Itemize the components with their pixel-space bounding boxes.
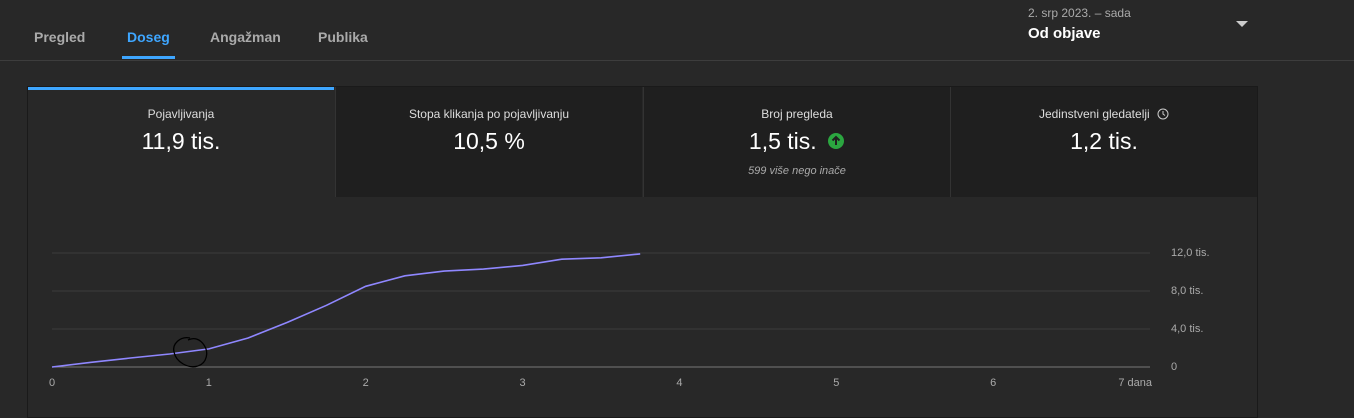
- tab[interactable]: Angažman: [210, 29, 281, 45]
- metric-card[interactable]: Pojavljivanja 11,9 tis.: [28, 87, 334, 197]
- tab[interactable]: Pregled: [34, 29, 86, 45]
- tab-bar: Pregled Doseg Angažman Publika 2. srp 20…: [0, 0, 1354, 61]
- date-period: 2. srp 2023. – sada: [1028, 6, 1131, 20]
- date-label: Od objave: [1028, 25, 1101, 42]
- metric-label: Stopa klikanja po pojavljivanju: [408, 107, 570, 121]
- metric-value: 11,9 tis.: [141, 128, 221, 154]
- metric-label: Pojavljivanja: [147, 107, 215, 121]
- metric-value: 1,5 tis.: [748, 128, 817, 154]
- dropdown-caret[interactable]: [1236, 21, 1248, 27]
- metric-label: Broj pregleda: [761, 107, 833, 121]
- tab[interactable]: Publika: [318, 29, 368, 45]
- metrics-panel: Pojavljivanja 11,9 tis. Stopa klikanja p…: [27, 86, 1258, 418]
- clock-icon: [1157, 108, 1169, 120]
- metric-card[interactable]: Broj pregleda 1,5 tis. 599 više nego ina…: [643, 87, 950, 197]
- metric-card[interactable]: Jedinstveni gledatelji 1,2 tis.: [950, 87, 1257, 197]
- metric-label-row: Jedinstveni gledatelji: [951, 107, 1257, 121]
- up-icon: [828, 133, 845, 149]
- metric-value: 10,5 %: [453, 128, 525, 154]
- metric-value: 1,2 tis.: [1070, 128, 1138, 154]
- date-range[interactable]: 2. srp 2023. – sada Od objave: [1028, 6, 1131, 42]
- metric-value-row: 1,5 tis.: [644, 128, 950, 155]
- tab[interactable]: Doseg: [122, 29, 175, 59]
- metric-label: Jedinstveni gledatelji: [1038, 107, 1150, 121]
- metric-card[interactable]: Stopa klikanja po pojavljivanju 10,5 %: [335, 87, 642, 197]
- metric-note: 599 više nego inače: [748, 165, 846, 177]
